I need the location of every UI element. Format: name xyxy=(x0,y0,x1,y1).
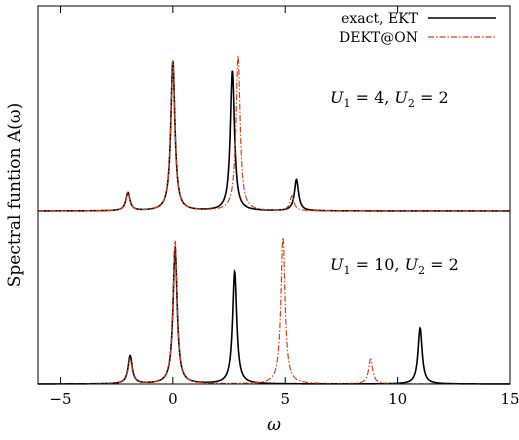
x-tick-label: −5 xyxy=(49,390,71,408)
series-exact-ekt-panel-2 xyxy=(37,246,510,385)
legend-label-exact-ekt: exact, EKT xyxy=(341,11,419,27)
series-dekt-on-panel-1 xyxy=(38,55,510,212)
y-axis-label: Spectral funtion A(ω) xyxy=(5,103,25,288)
legend: exact, EKT DEKT@ON xyxy=(339,11,496,46)
x-tick-label: 15 xyxy=(500,390,519,408)
series-exact-ekt-panel-1 xyxy=(38,60,510,212)
annotation-top-panel: U1 = 4, U2 = 2 xyxy=(330,88,449,110)
x-tick-label: 5 xyxy=(280,390,290,408)
x-axis-label: ω xyxy=(267,415,281,435)
plot-frame xyxy=(37,5,511,385)
x-tick-label: 0 xyxy=(168,390,178,408)
legend-label-dekt-on: DEKT@ON xyxy=(339,30,418,46)
x-tick-label: 10 xyxy=(388,390,407,408)
x-axis-ticks: −5 0 5 10 15 xyxy=(49,6,519,408)
annotation-bottom-panel: U1 = 10, U2 = 2 xyxy=(330,255,459,277)
